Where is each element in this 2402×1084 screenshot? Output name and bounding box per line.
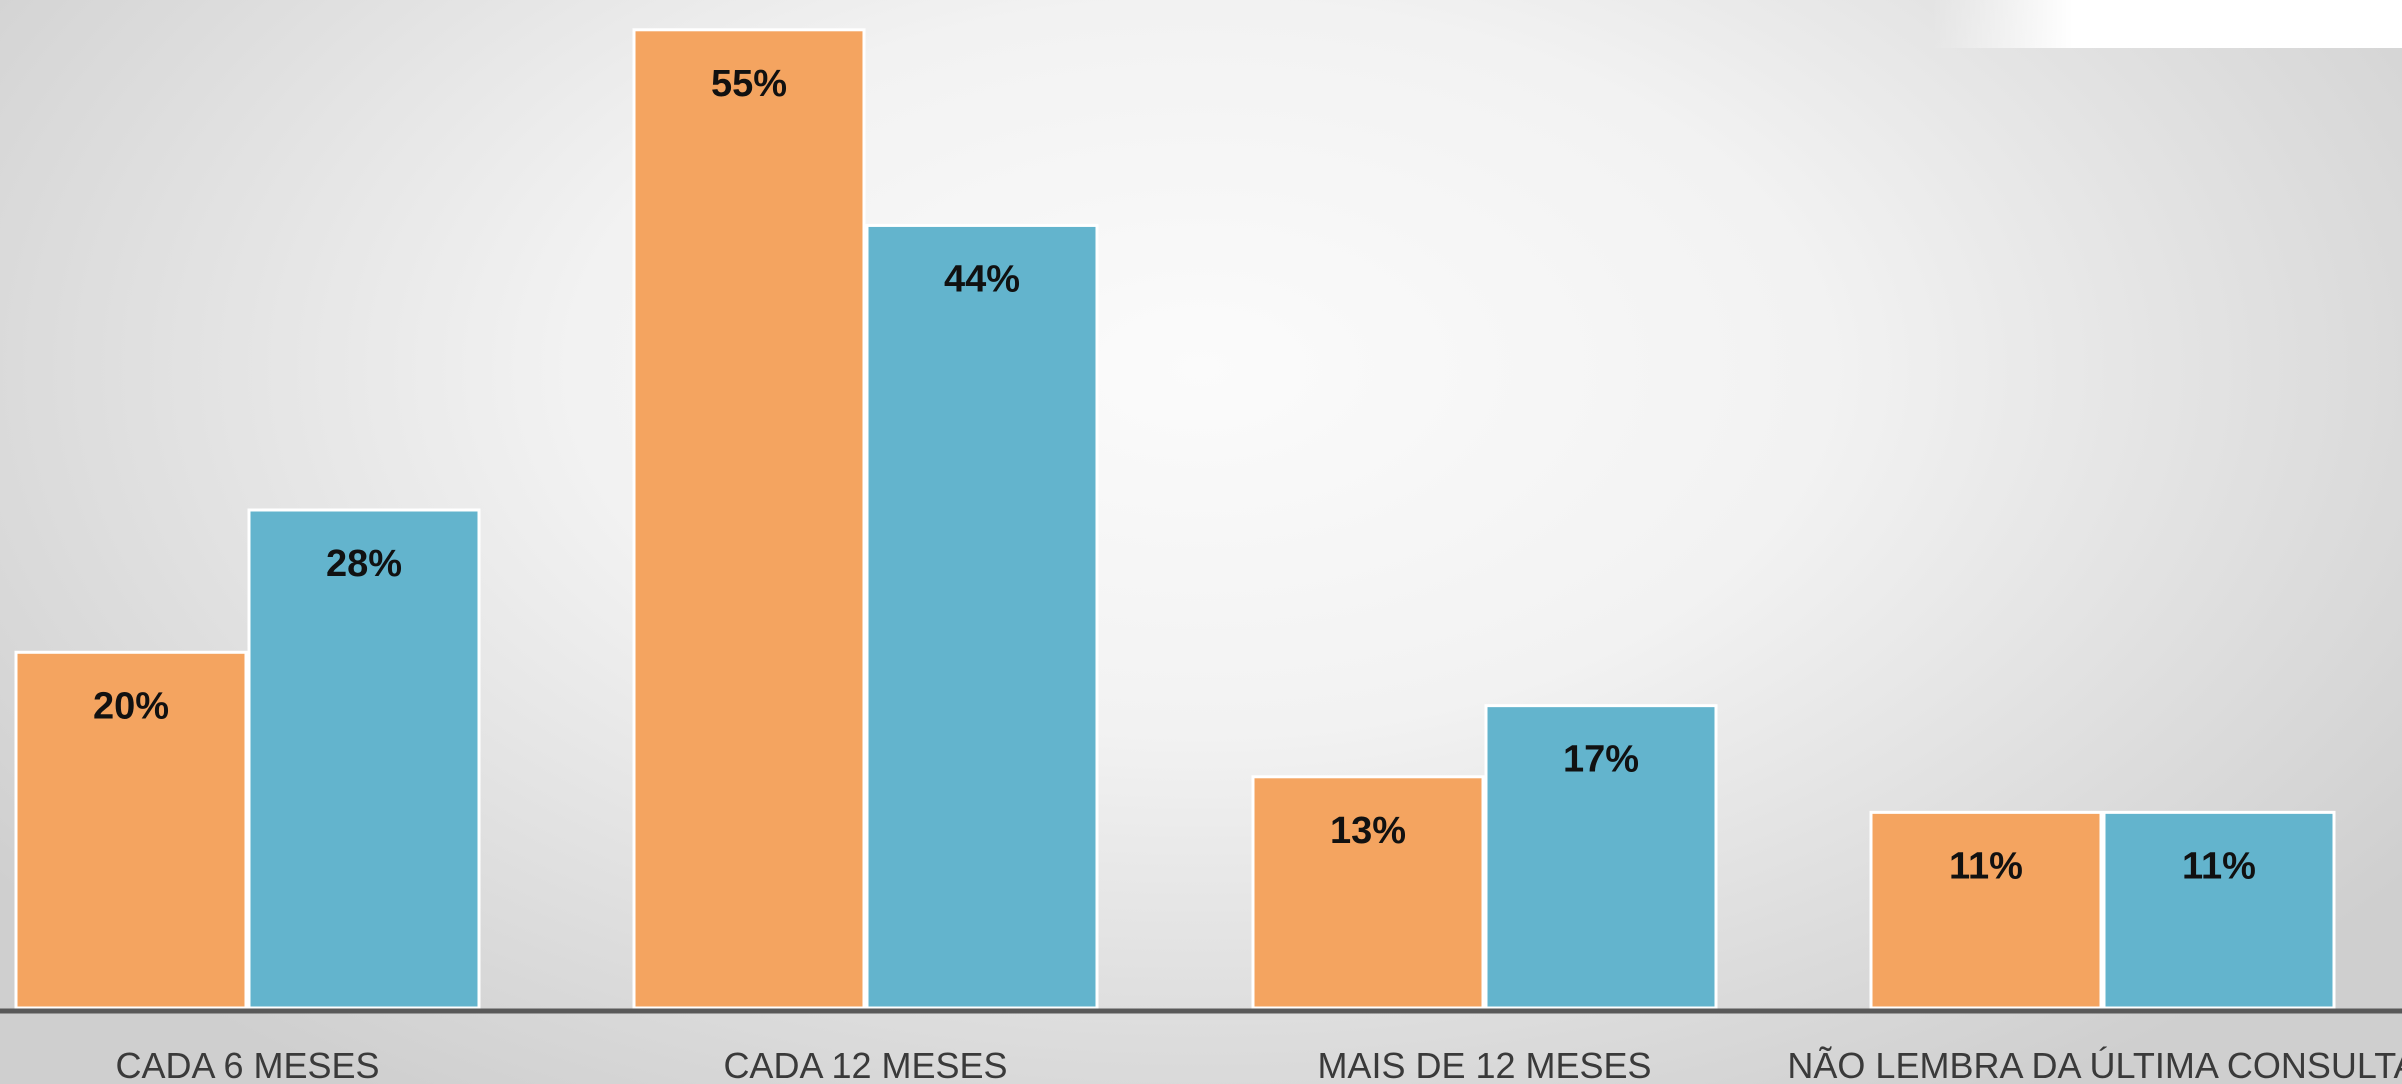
category-label-2: CADA 12 MESES	[723, 1045, 1007, 1084]
bar-series1-4	[1869, 810, 2103, 1010]
category-labels-layer: CADA 6 MESES CADA 12 MESES MAIS DE 12 MESE…	[115, 1045, 2402, 1084]
data-labels-layer: 20% 28% 55% 44% 13% 17% 11% 11%	[93, 63, 2256, 888]
data-label-series2-1: 28%	[326, 543, 402, 585]
bar-series2-2	[865, 223, 1099, 1010]
top-right-highlight	[1932, 0, 2402, 48]
data-label-series2-3: 17%	[1563, 739, 1639, 781]
data-label-series1-3: 13%	[1330, 810, 1406, 852]
data-label-series2-4: 11%	[2182, 845, 2256, 887]
category-label-1: CADA 6 MESES	[115, 1045, 379, 1084]
bars-layer	[14, 28, 2336, 1010]
data-label-series1-2: 55%	[711, 63, 787, 105]
bar-series2-4	[2102, 810, 2336, 1010]
bar-series1-2	[632, 28, 866, 1010]
data-label-series1-1: 20%	[93, 685, 169, 727]
bar-series2-1	[247, 508, 481, 1010]
bar-series1-3	[1251, 775, 1485, 1010]
category-label-4: NÃO LEMBRA DA ÚLTIMA CONSULTA	[1787, 1045, 2402, 1084]
data-label-series1-4: 11%	[1949, 845, 2023, 887]
bar-series2-3	[1484, 704, 1718, 1010]
category-label-3: MAIS DE 12 MESES	[1317, 1045, 1651, 1084]
data-label-series2-2: 44%	[944, 258, 1020, 300]
bar-series1-1	[14, 650, 248, 1010]
